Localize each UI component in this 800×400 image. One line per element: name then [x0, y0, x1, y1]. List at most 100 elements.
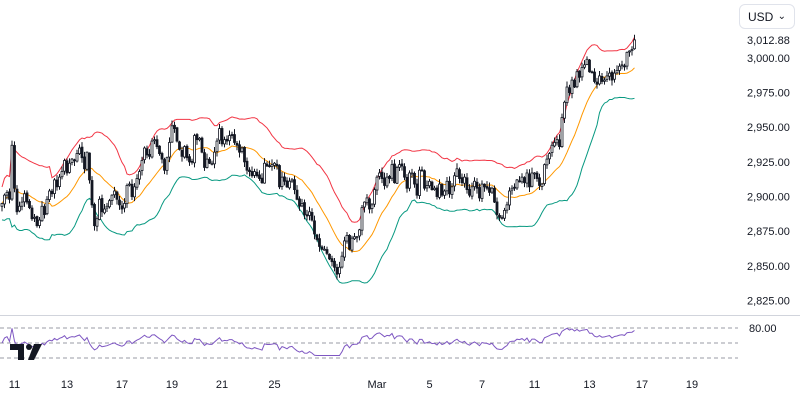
candle — [305, 209, 309, 221]
candle — [50, 188, 54, 198]
candle-body — [633, 39, 636, 50]
candle — [128, 181, 131, 187]
candle — [563, 100, 566, 123]
candle — [448, 176, 451, 198]
candle — [430, 180, 434, 191]
candle-body — [175, 127, 179, 142]
candle — [538, 173, 541, 190]
candle — [188, 153, 191, 166]
candle — [528, 169, 531, 192]
candle — [548, 152, 551, 165]
candle — [208, 157, 211, 164]
candle-body — [285, 180, 289, 188]
candle — [595, 77, 599, 89]
candle-body — [538, 177, 541, 186]
candle-body — [470, 186, 474, 197]
candle — [318, 233, 321, 252]
candle-body — [195, 134, 199, 141]
candle-body — [430, 181, 434, 191]
candle-body — [373, 189, 376, 205]
candle-body — [543, 164, 546, 184]
candle-body — [50, 190, 54, 195]
candle — [325, 246, 329, 256]
candle-body — [148, 153, 151, 157]
candle — [230, 131, 234, 139]
candle — [185, 144, 189, 161]
candle — [535, 170, 539, 182]
candle-body — [350, 237, 354, 251]
candle-body — [230, 134, 234, 136]
candle — [608, 67, 611, 81]
candle-body — [65, 160, 69, 174]
candle — [10, 140, 14, 201]
candle — [283, 172, 286, 186]
candle — [395, 165, 399, 185]
candle-body — [315, 234, 319, 240]
candle-body — [443, 190, 446, 196]
candle — [403, 163, 406, 181]
candle — [345, 232, 349, 244]
candle — [633, 34, 636, 50]
candle — [503, 207, 506, 222]
candle-body — [150, 140, 154, 158]
candle — [298, 196, 301, 211]
candle — [198, 137, 201, 142]
candle-body — [300, 203, 304, 207]
candle-body — [483, 183, 486, 188]
candle — [303, 199, 306, 220]
candle-body — [440, 184, 444, 196]
candle-body — [620, 64, 624, 67]
candle — [415, 178, 419, 199]
candle-body — [615, 69, 619, 74]
candle — [603, 77, 606, 85]
candle — [335, 263, 339, 280]
candle-body — [80, 146, 84, 159]
candle-body — [193, 135, 196, 164]
candle-body — [535, 172, 539, 179]
candle — [560, 113, 564, 148]
candle — [273, 162, 276, 170]
candle-body — [583, 64, 586, 68]
currency-label: USD — [748, 9, 774, 24]
candle-body — [33, 216, 36, 219]
candle — [33, 213, 36, 223]
candle-body — [88, 152, 91, 181]
candle — [55, 175, 59, 191]
series-line-rsi — [1, 327, 635, 356]
currency-selector[interactable]: USD ⌄ — [739, 4, 795, 29]
candle — [330, 255, 334, 267]
candle-body — [135, 178, 139, 188]
candle — [513, 183, 516, 191]
candle — [618, 63, 621, 75]
x-tick-label: 19 — [166, 379, 178, 391]
candle-body — [25, 192, 29, 203]
candle — [270, 159, 274, 171]
candle-body — [298, 198, 301, 207]
candle-body — [393, 163, 396, 184]
candle — [195, 133, 199, 145]
candle-body — [488, 187, 491, 193]
candle — [163, 157, 166, 175]
candle-body — [90, 180, 94, 206]
candle — [365, 194, 369, 206]
candle — [398, 160, 401, 172]
candle-body — [208, 158, 211, 164]
candle-body — [605, 75, 609, 80]
candle-body — [478, 187, 481, 199]
candle — [255, 168, 259, 178]
candle-body — [223, 139, 226, 145]
candle-body — [205, 158, 209, 168]
candle-body — [260, 177, 264, 184]
candle — [580, 62, 584, 81]
candle — [95, 216, 99, 232]
candle-body — [433, 187, 436, 191]
candle-body — [425, 185, 429, 189]
candle-body — [218, 128, 221, 141]
candle — [333, 258, 336, 272]
candle — [610, 70, 614, 86]
candle-body — [618, 65, 621, 71]
candle-body — [163, 159, 166, 171]
candle — [410, 168, 414, 178]
